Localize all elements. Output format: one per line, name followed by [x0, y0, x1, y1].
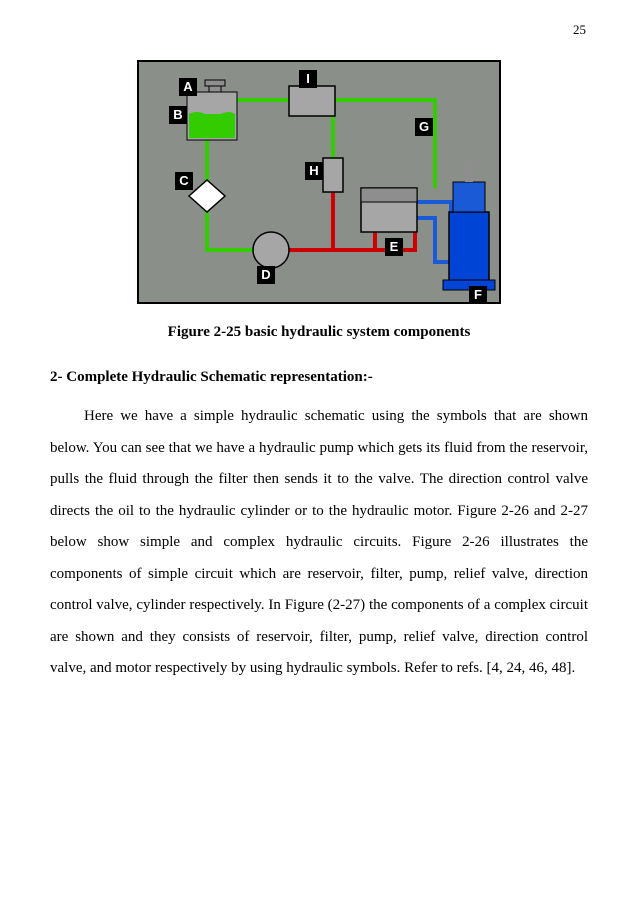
diagram-label-A: A — [183, 79, 193, 94]
diagram-label-C: C — [179, 173, 189, 188]
figure-container: AB C D E F G H I — [50, 60, 588, 304]
body-paragraph: Here we have a simple hydraulic schemati… — [50, 401, 588, 685]
page: 25 AB C D E F G H I Figure 2-25 basic hydraulic… — [0, 0, 638, 903]
diagram-label-G: G — [419, 119, 429, 134]
diagram-label-I: I — [306, 71, 310, 86]
page-number: 25 — [573, 22, 586, 38]
diagram-label-H: H — [309, 163, 318, 178]
figure-caption: Figure 2-25 basic hydraulic system compo… — [50, 324, 588, 341]
diagram-label-D: D — [261, 267, 270, 282]
diagram-label-E: E — [390, 239, 399, 254]
diagram-label-B: B — [173, 107, 182, 122]
diagram-label-F: F — [474, 287, 482, 302]
section-title: 2- Complete Hydraulic Schematic represen… — [50, 369, 588, 386]
hydraulic-diagram: AB C D E F G H I — [137, 60, 501, 304]
